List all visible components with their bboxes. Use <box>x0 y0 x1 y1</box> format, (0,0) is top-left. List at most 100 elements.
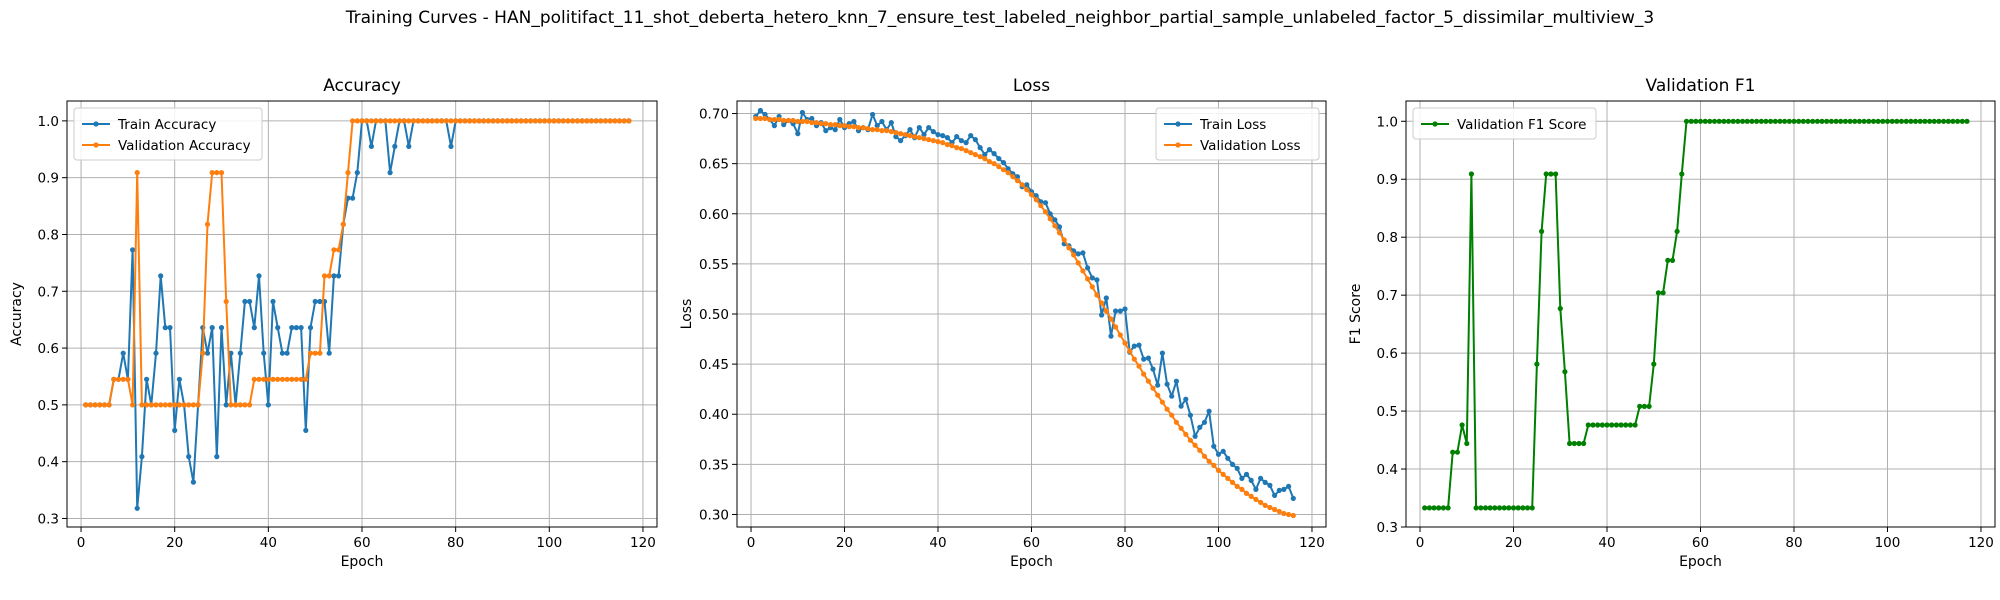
x-tick-label: 0 <box>77 535 86 551</box>
data-point <box>1173 378 1179 384</box>
data-point <box>382 118 388 124</box>
data-point <box>448 118 454 124</box>
x-tick-label: 80 <box>1785 535 1802 551</box>
data-point <box>1239 486 1245 492</box>
data-point <box>153 402 159 408</box>
data-point <box>223 298 229 305</box>
data-point <box>1711 118 1718 124</box>
data-point <box>870 111 876 118</box>
data-point <box>1450 449 1456 455</box>
data-point <box>1618 422 1624 428</box>
data-point <box>523 118 529 124</box>
data-point <box>1927 118 1933 124</box>
data-point <box>1281 486 1287 492</box>
data-point <box>265 402 271 408</box>
data-point <box>92 402 98 408</box>
data-point <box>307 350 314 356</box>
data-point <box>1052 217 1058 223</box>
data-point <box>485 118 491 124</box>
data-point <box>1674 228 1680 234</box>
data-point <box>935 139 941 145</box>
data-point <box>1201 419 1208 425</box>
data-point <box>1131 356 1137 362</box>
data-point <box>303 427 309 433</box>
data-point <box>176 376 182 382</box>
data-point <box>340 221 346 227</box>
data-point <box>504 118 510 124</box>
data-point <box>186 454 192 460</box>
data-point <box>275 376 281 382</box>
data-point <box>616 118 623 124</box>
legend-marker <box>93 142 99 148</box>
data-point <box>1609 422 1615 428</box>
data-point <box>1833 118 1839 124</box>
data-point <box>87 402 93 408</box>
legend-marker <box>93 121 99 127</box>
data-point <box>354 170 360 176</box>
data-point <box>1945 118 1951 124</box>
data-point <box>757 115 764 122</box>
y-tick-label: 0.40 <box>699 407 729 423</box>
data-point <box>823 128 829 134</box>
data-point <box>1669 257 1676 263</box>
data-point <box>1898 118 1905 124</box>
data-point <box>1272 506 1278 513</box>
data-point <box>125 376 131 382</box>
data-point <box>874 127 880 133</box>
data-point <box>172 427 178 433</box>
legend-label: Train Loss <box>1199 117 1266 133</box>
data-point <box>1201 453 1208 459</box>
data-point <box>279 376 285 382</box>
data-point <box>916 135 922 141</box>
data-point <box>827 122 834 128</box>
data-point <box>1655 290 1661 296</box>
data-point <box>1262 479 1268 485</box>
data-point <box>1548 171 1554 177</box>
data-point <box>996 164 1002 170</box>
x-tick-label: 20 <box>1505 535 1522 551</box>
y-tick-label: 0.65 <box>699 157 729 173</box>
data-point <box>944 142 951 148</box>
data-point <box>902 132 908 138</box>
data-point <box>167 402 173 408</box>
data-point <box>1749 118 1755 124</box>
data-point <box>387 118 393 124</box>
y-tick-label: 0.60 <box>699 207 729 223</box>
data-point <box>551 118 557 124</box>
data-point <box>799 118 806 125</box>
data-point <box>528 118 534 124</box>
data-point <box>1047 216 1053 222</box>
data-point <box>1183 431 1189 437</box>
data-point <box>158 273 164 279</box>
y-tick-label: 0.5 <box>38 398 59 414</box>
data-point <box>1828 118 1834 124</box>
data-point <box>1487 505 1493 511</box>
data-point <box>1623 422 1629 428</box>
data-point <box>256 376 262 382</box>
data-point <box>1908 118 1914 124</box>
data-point <box>1482 505 1489 511</box>
data-point <box>888 129 894 135</box>
data-point <box>1894 118 1900 124</box>
data-point <box>954 145 960 151</box>
data-point <box>1515 505 1521 511</box>
data-point <box>1229 479 1236 485</box>
data-point <box>1052 223 1058 229</box>
data-point <box>1880 118 1886 124</box>
data-point <box>1959 118 1965 124</box>
data-point <box>1637 403 1643 409</box>
data-point <box>907 127 913 133</box>
data-point <box>1103 308 1109 314</box>
data-point <box>968 150 974 156</box>
data-point <box>757 107 764 114</box>
data-point <box>1211 443 1217 449</box>
data-point <box>977 145 983 151</box>
data-point <box>1024 187 1030 193</box>
data-point <box>139 454 145 460</box>
data-point <box>982 156 988 162</box>
x-tick-label: 40 <box>260 535 277 551</box>
legend-label: Validation F1 Score <box>1457 117 1586 133</box>
data-point <box>223 402 229 408</box>
data-point <box>1534 361 1540 367</box>
data-point <box>1243 471 1250 477</box>
